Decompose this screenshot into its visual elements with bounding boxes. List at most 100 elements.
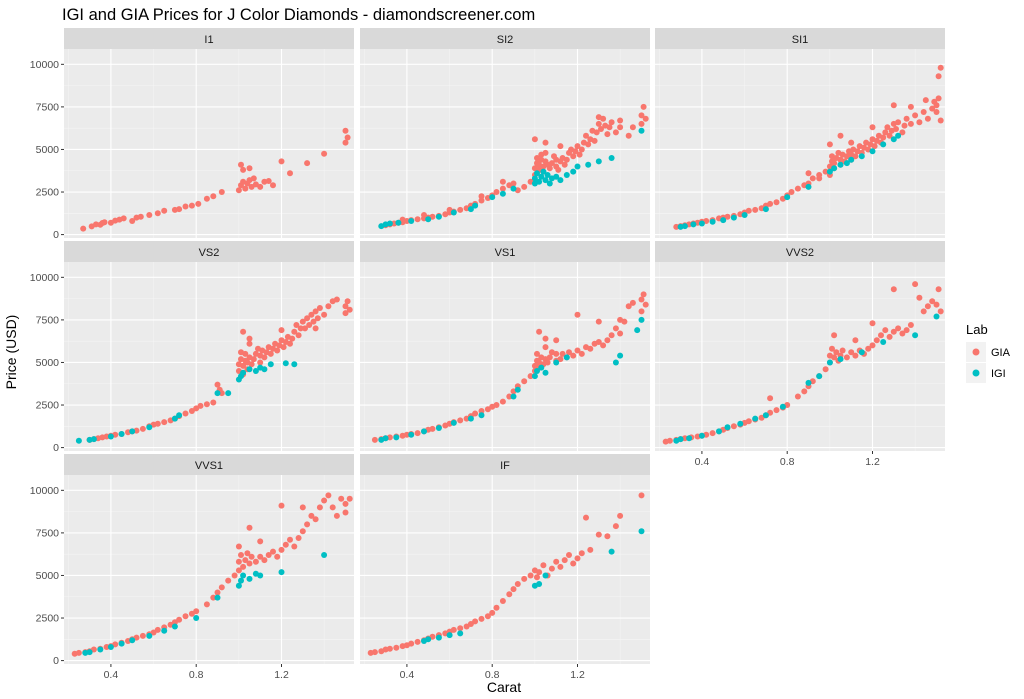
data-point-igi [574,163,581,170]
data-point-igi [382,435,389,442]
data-point-gia [139,632,146,639]
data-point-gia [188,408,195,414]
y-tick-label: 0 [53,655,59,667]
data-point-gia [137,213,144,220]
data-point-gia [638,112,645,119]
data-point-gia [325,303,332,310]
data-point-gia [308,311,315,318]
data-point-gia [133,634,140,641]
data-point-gia [593,129,600,136]
y-tick-label: 7500 [36,527,60,539]
data-point-gia [899,330,906,337]
data-point-igi [291,361,298,368]
data-point-igi [472,202,479,209]
data-point-gia [666,437,673,444]
data-point-gia [265,178,272,184]
data-point-gia [242,185,249,192]
data-point-igi [107,433,114,440]
data-point-gia [574,555,581,562]
data-point-gia [895,325,902,332]
data-point-gia [154,420,161,427]
data-point-gia [884,124,891,131]
data-point-gia [120,215,127,222]
data-point-gia [457,417,464,424]
data-point-igi [779,403,786,410]
data-point-igi [171,623,178,630]
data-point-gia [608,119,615,126]
data-point-gia [154,626,161,633]
data-point-igi [193,615,200,621]
data-point-gia [570,560,577,567]
data-point-gia [484,406,491,413]
data-point-gia [274,347,281,354]
data-point-igi [450,209,457,216]
data-point-gia [321,150,328,157]
facet-vs2: VS2 0 2500 5000 7500 10000 [30,241,354,454]
data-point-gia [608,332,615,339]
data-point-gia [534,574,540,581]
data-point-igi [514,386,521,393]
data-point-gia [907,103,914,110]
data-point-igi [467,206,474,213]
data-point-gia [933,109,940,115]
x-tick-label: 0.8 [780,456,795,468]
data-point-gia [139,425,146,432]
data-point-gia [839,347,846,354]
facet-strip-label-vvs1: VVS1 [195,460,223,472]
data-point-gia [521,575,528,582]
data-point-gia [773,407,780,414]
data-point-gia [291,543,298,550]
data-point-gia [873,337,880,344]
data-point-gia [499,398,506,405]
data-point-gia [621,318,628,325]
y-tick-label: 10000 [30,272,59,284]
data-point-gia [752,206,759,213]
data-point-gia [291,328,298,335]
data-point-igi [214,594,221,601]
y-tick-label: 2500 [36,613,60,625]
data-point-igi [146,632,153,639]
data-point-gia [566,349,572,356]
data-point-gia [563,156,570,163]
data-point-gia [278,546,285,553]
data-point-igi [540,168,547,175]
data-point-gia [542,139,549,146]
data-point-gia [617,330,624,337]
data-point-gia [414,216,421,223]
data-point-gia [557,356,564,363]
data-point-gia [557,143,564,150]
data-point-gia [252,558,259,565]
data-point-gia [342,509,349,516]
data-point-gia [250,175,257,182]
facet-strip-vvs2 [655,241,945,262]
facet-strip-label-si1: SI1 [792,34,809,46]
data-point-gia [933,301,940,308]
data-point-gia [371,649,378,656]
data-point-igi [563,354,570,361]
data-point-gia [553,558,560,565]
y-tick-label: 10000 [30,59,59,71]
data-point-gia [880,134,887,141]
data-point-gia [595,531,602,538]
data-point-igi [553,173,560,180]
data-point-gia [188,610,195,617]
data-point-igi [542,572,549,579]
data-point-igi [709,218,716,225]
data-point-gia [709,430,716,437]
data-point-gia [235,543,242,550]
data-point-gia [510,180,517,187]
data-point-gia [831,332,838,339]
data-point-gia [203,195,210,202]
data-point-igi [686,435,693,442]
data-point-gia [278,502,285,509]
data-point-igi [435,634,442,641]
x-tick-label: 0.8 [485,669,500,681]
data-point-igi [246,366,253,373]
data-point-igi [895,132,902,139]
data-point-gia [920,109,927,115]
data-point-gia [612,523,619,530]
data-point-gia [399,216,406,223]
x-axis-title: Carat [487,679,521,695]
data-point-gia [916,119,923,126]
data-point-gia [638,120,645,127]
